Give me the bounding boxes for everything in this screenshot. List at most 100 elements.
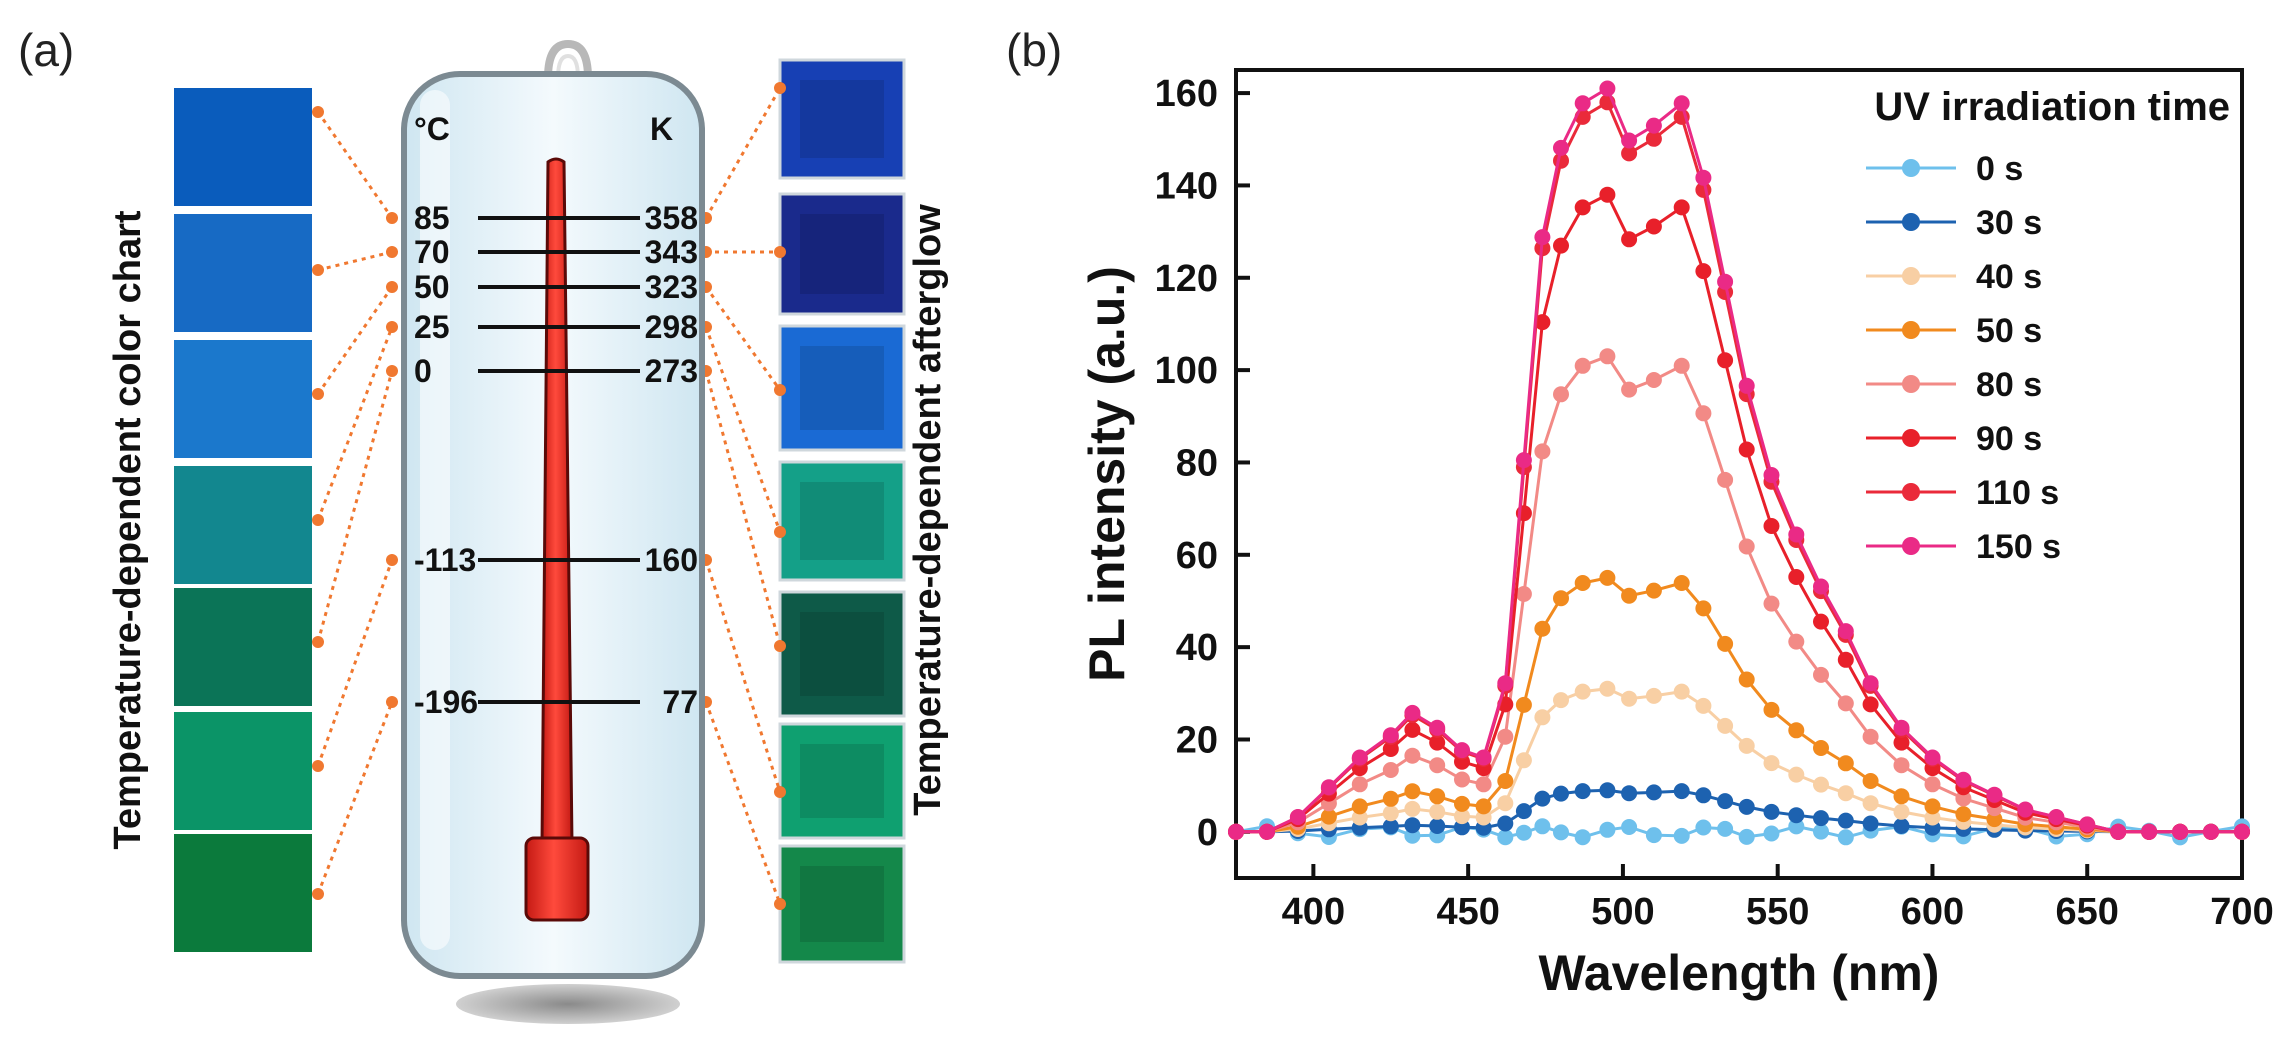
data-point (1404, 783, 1421, 800)
legend-marker (1902, 267, 1920, 285)
series-line (1236, 86, 2242, 834)
color-chart-swatch (174, 340, 312, 458)
connector-line (316, 559, 394, 767)
connector-dot (386, 212, 398, 224)
legend-marker (1902, 429, 1920, 447)
data-point (1534, 818, 1551, 835)
data-point (1738, 441, 1755, 458)
data-point (1862, 675, 1879, 692)
data-point (1955, 790, 1972, 807)
data-point (2048, 809, 2065, 825)
data-point (1382, 741, 1399, 757)
x-axis-title: Wavelength (nm) (1539, 945, 1940, 1001)
data-point (1351, 776, 1368, 793)
data-point (1986, 786, 2003, 803)
data-point (1621, 132, 1638, 149)
data-point (1862, 696, 1879, 713)
data-point (1837, 785, 1854, 802)
data-point (1621, 587, 1638, 604)
afterglow-swatch (778, 722, 906, 840)
x-tick-label: 500 (1591, 891, 1654, 933)
data-point (1454, 771, 1470, 788)
data-point (1673, 357, 1690, 374)
data-point (1645, 582, 1662, 599)
data-point (1738, 538, 1755, 555)
data-point (1382, 762, 1399, 778)
connector-line (704, 701, 782, 905)
data-point (1763, 825, 1780, 842)
data-point (1382, 790, 1399, 807)
data-point (1382, 818, 1399, 835)
y-tick-label: 40 (1176, 627, 1218, 669)
y-tick-label: 60 (1176, 535, 1218, 577)
data-point (1645, 117, 1662, 134)
data-point (1574, 199, 1591, 216)
data-point (1763, 701, 1780, 718)
celsius-value: -113 (414, 542, 476, 578)
afterglow-swatch (778, 460, 906, 582)
data-point (1351, 798, 1368, 815)
data-point (1553, 139, 1569, 156)
color-chart-swatch (174, 88, 312, 206)
data-point (1893, 734, 1910, 751)
y-tick-label: 20 (1176, 719, 1218, 761)
data-point (1553, 785, 1569, 802)
data-point (1553, 386, 1569, 403)
y-tick-label: 140 (1155, 165, 1218, 207)
data-point (1553, 824, 1569, 841)
data-point (1717, 471, 1734, 488)
data-point (1837, 829, 1854, 846)
legend-marker (1902, 213, 1920, 231)
data-point (1924, 776, 1941, 793)
data-point (1717, 273, 1734, 290)
data-point (1621, 819, 1638, 835)
data-point (1788, 818, 1805, 835)
connector-line (704, 326, 782, 533)
data-point (1645, 130, 1662, 147)
data-point (1553, 692, 1569, 709)
data-point (1404, 721, 1421, 738)
connector-dot (386, 554, 398, 566)
connector-dot (386, 246, 398, 258)
legend-marker (1902, 321, 1920, 339)
color-chart-swatch (174, 588, 312, 706)
data-point (1645, 827, 1662, 844)
thermometer-shadow (456, 984, 680, 1024)
connector-line (316, 286, 394, 395)
color-chart-swatch (174, 712, 312, 830)
data-point (1621, 785, 1638, 802)
celsius-value: 25 (414, 309, 450, 345)
data-point (1862, 795, 1879, 812)
data-point (1429, 818, 1446, 834)
data-point (2234, 823, 2250, 840)
data-point (1497, 795, 1514, 812)
data-point (1454, 742, 1470, 759)
series-40s (1228, 680, 2250, 840)
data-point (1599, 782, 1616, 799)
data-point (1738, 377, 1755, 394)
data-point (1788, 807, 1805, 824)
connector-dot (312, 760, 324, 772)
data-point (1813, 776, 1829, 793)
series-110s (1228, 94, 2250, 840)
data-point (1289, 809, 1306, 825)
data-point (1673, 199, 1690, 216)
y-axis-title: PL intensity (a.u.) (1079, 266, 1135, 682)
celsius-value: 50 (414, 269, 450, 305)
data-point (1475, 749, 1492, 766)
data-point (1924, 798, 1941, 815)
data-point (1673, 827, 1690, 844)
data-point (1673, 95, 1690, 112)
data-point (1717, 352, 1734, 369)
data-point (1813, 613, 1829, 630)
connector-line (316, 370, 394, 643)
data-point (2141, 823, 2158, 840)
connector-dot (312, 514, 324, 526)
data-point (1515, 586, 1532, 602)
data-point (1837, 651, 1854, 668)
connector-line (704, 87, 782, 219)
data-point (1599, 680, 1616, 697)
data-point (1645, 784, 1662, 801)
color-chart-swatch (174, 214, 312, 332)
data-point (1695, 600, 1712, 617)
